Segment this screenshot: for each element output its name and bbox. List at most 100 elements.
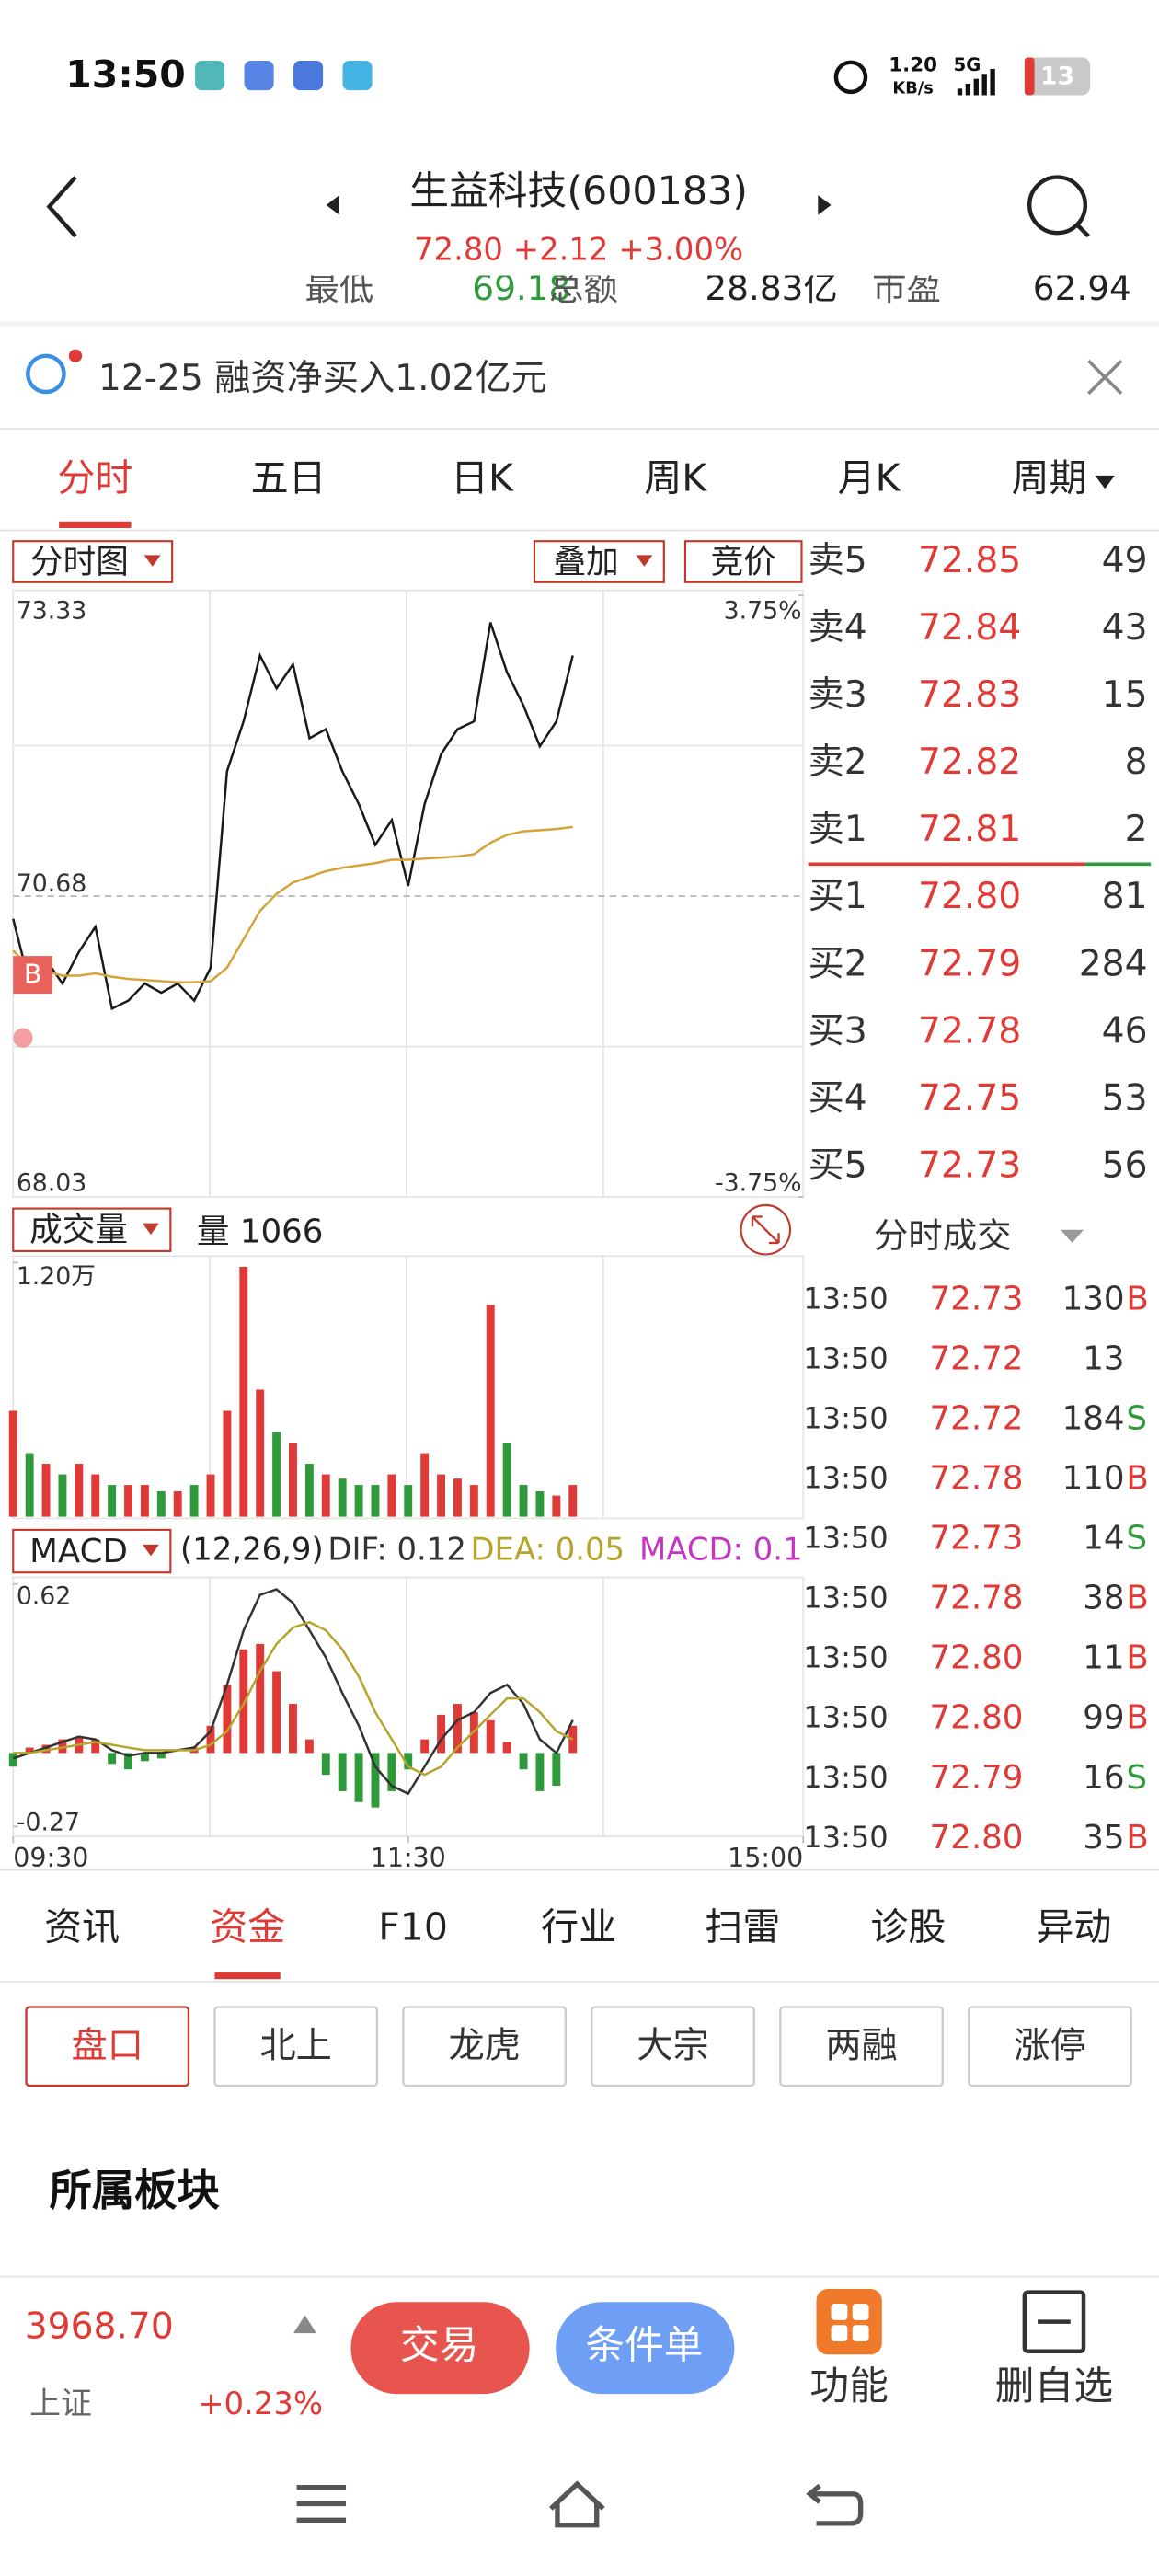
- trade-side: S: [1126, 1520, 1147, 1558]
- sub-tab[interactable]: 龙虎: [448, 2026, 520, 2067]
- volume-menu-box[interactable]: [12, 1207, 172, 1252]
- sub-tab[interactable]: 盘口: [72, 2026, 143, 2067]
- stock-quote: 72.80 +2.12 +3.00%: [414, 231, 743, 267]
- volume-bar: [108, 1485, 117, 1517]
- order-volume: 49: [1102, 540, 1148, 581]
- back-button[interactable]: [46, 176, 77, 238]
- volume-bar: [321, 1474, 330, 1517]
- notice-text[interactable]: 12-25 融资净买入1.02亿元: [98, 358, 547, 399]
- search-button[interactable]: [1027, 175, 1088, 236]
- info-tab[interactable]: 资金: [210, 1905, 285, 1949]
- net-speed: 1.20: [889, 53, 937, 76]
- sub-tab[interactable]: 大宗: [637, 2026, 708, 2067]
- auction-button-box[interactable]: [683, 540, 803, 583]
- remove-label[interactable]: 删自选: [995, 2363, 1113, 2409]
- macd-bar: [91, 1739, 100, 1754]
- period-tab[interactable]: 周期: [1012, 455, 1087, 500]
- trade-time: 13:50: [803, 1581, 888, 1616]
- period-tab[interactable]: 周K: [644, 455, 707, 500]
- volume-bar: [486, 1305, 495, 1517]
- trade-time: 13:50: [803, 1760, 888, 1795]
- volume-bar: [387, 1474, 396, 1517]
- macd-bar: [206, 1725, 215, 1754]
- stat-label: 最低: [304, 268, 373, 308]
- sub-tab-box[interactable]: [968, 2006, 1132, 2087]
- sub-tab[interactable]: 涨停: [1014, 2026, 1085, 2067]
- order-price: 72.80: [918, 876, 1021, 917]
- sub-tab-box[interactable]: [25, 2006, 190, 2087]
- series-line: [12, 622, 574, 1011]
- trade-side: B: [1126, 1460, 1148, 1498]
- macd-menu-box[interactable]: [12, 1528, 172, 1574]
- info-tab[interactable]: F10: [378, 1905, 448, 1949]
- info-tab[interactable]: 扫雷: [705, 1905, 780, 1949]
- expand-button[interactable]: [740, 1203, 792, 1256]
- order-volume: 56: [1102, 1145, 1148, 1187]
- macd-bar: [58, 1739, 67, 1754]
- search-handle: [1075, 223, 1090, 238]
- macd-menu: MACD: [29, 1533, 128, 1570]
- trade-button[interactable]: [350, 2302, 530, 2395]
- volume-bar: [272, 1432, 281, 1517]
- info-tab[interactable]: 异动: [1036, 1905, 1111, 1949]
- signal-bar: [965, 83, 971, 96]
- conditional-button-label[interactable]: 条件单: [585, 2323, 703, 2369]
- conditional-button[interactable]: [556, 2302, 735, 2395]
- period-tab[interactable]: 日K: [451, 455, 514, 500]
- macd-bar: [502, 1742, 511, 1754]
- info-tab[interactable]: 行业: [541, 1905, 616, 1949]
- stock-title: 生益科技(600183): [409, 168, 748, 214]
- period-tab[interactable]: 五日: [251, 455, 327, 500]
- macd-bar: [404, 1753, 413, 1770]
- volume-bar: [453, 1478, 462, 1517]
- macd-params: (12,26,9): [180, 1532, 324, 1568]
- volume-menu: 成交量: [29, 1212, 128, 1249]
- nav-back[interactable]: [806, 2483, 864, 2526]
- chart-menu-box[interactable]: [12, 540, 174, 583]
- next-stock[interactable]: [818, 195, 832, 215]
- period-tab[interactable]: 月K: [838, 455, 901, 500]
- sub-tab-box[interactable]: [591, 2006, 755, 2087]
- battery-level: 13: [1040, 62, 1074, 90]
- sub-tab[interactable]: 北上: [259, 2026, 331, 2067]
- notice-dot: [68, 349, 83, 362]
- functions-label[interactable]: 功能: [809, 2363, 889, 2409]
- macd-bar: [453, 1704, 462, 1754]
- sub-tab[interactable]: 两融: [825, 2026, 897, 2067]
- nav-menu[interactable]: [296, 2484, 347, 2523]
- macd-bar: [140, 1753, 149, 1762]
- order-label: 买4: [809, 1077, 867, 1119]
- period-tab[interactable]: 分时: [57, 455, 132, 500]
- macd-bar: [239, 1649, 248, 1754]
- overlay-menu-box[interactable]: [533, 540, 665, 583]
- sub-tab-box[interactable]: [402, 2006, 568, 2087]
- active-tab-indicator: [59, 521, 132, 528]
- volume-bar: [420, 1453, 430, 1517]
- functions-icon[interactable]: [816, 2289, 882, 2355]
- trade-time: 13:50: [803, 1340, 888, 1375]
- trade-button-label[interactable]: 交易: [400, 2323, 479, 2369]
- stat-value: 69.18: [472, 268, 570, 308]
- volume-bar: [256, 1389, 265, 1517]
- sub-tab-box[interactable]: [779, 2006, 944, 2087]
- sub-tab-box[interactable]: [213, 2006, 379, 2087]
- trade-side: B: [1126, 1280, 1148, 1317]
- macd-bar: [256, 1643, 265, 1754]
- macd-bar: [387, 1753, 396, 1791]
- macd-bar: [321, 1753, 330, 1776]
- stat-label: 总额: [549, 268, 618, 308]
- trades-title[interactable]: 分时成交: [874, 1215, 1012, 1256]
- remove-icon[interactable]: [1022, 2290, 1086, 2353]
- close-notice[interactable]: [1087, 359, 1123, 396]
- order-volume: 8: [1125, 742, 1148, 783]
- trade-volume: 38: [1083, 1580, 1124, 1617]
- y-tick-label: 68.03: [17, 1168, 87, 1197]
- prev-stock[interactable]: [326, 195, 339, 215]
- trade-volume: 11: [1083, 1639, 1124, 1677]
- auction-button: 竞价: [711, 543, 776, 581]
- info-tab[interactable]: 资讯: [44, 1905, 120, 1949]
- nav-home[interactable]: [548, 2480, 605, 2528]
- trade-price: 72.78: [929, 1460, 1023, 1498]
- info-tab[interactable]: 诊股: [870, 1905, 946, 1949]
- volume-bar: [404, 1485, 413, 1517]
